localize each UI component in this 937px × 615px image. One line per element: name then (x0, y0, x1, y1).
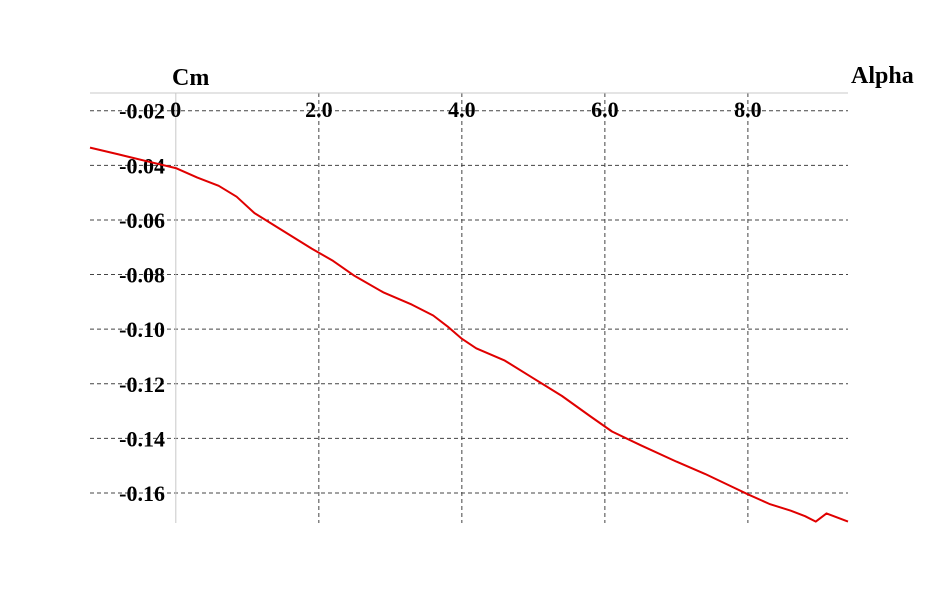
x-tick-label: 6.0 (591, 97, 619, 122)
axes (90, 92, 848, 523)
grid (90, 93, 848, 523)
x-tick-label: 2.0 (305, 97, 333, 122)
y-tick-label: -0.08 (119, 263, 165, 288)
y-tick-label: -0.10 (119, 317, 165, 342)
tick-labels: 0 2.0 4.0 6.0 8.0 -0.02 -0.04 -0.06 -0.08 -0.10 -0… (119, 97, 761, 506)
x-axis-title: Alpha (851, 63, 914, 89)
y-tick-label: -0.02 (119, 99, 165, 124)
y-tick-label: -0.16 (119, 481, 165, 506)
series-layer (89, 146, 849, 523)
y-tick-label: -0.14 (119, 426, 165, 451)
y-tick-label: -0.06 (119, 208, 165, 233)
x-tick-label: 0 (170, 97, 181, 122)
y-axis-title: Cm (172, 65, 209, 91)
x-tick-label: 8.0 (734, 97, 762, 122)
x-tick-label: 4.0 (448, 97, 476, 122)
y-tick-label: -0.04 (119, 153, 165, 178)
y-tick-label: -0.12 (119, 372, 165, 397)
series-line-cm (89, 146, 849, 523)
